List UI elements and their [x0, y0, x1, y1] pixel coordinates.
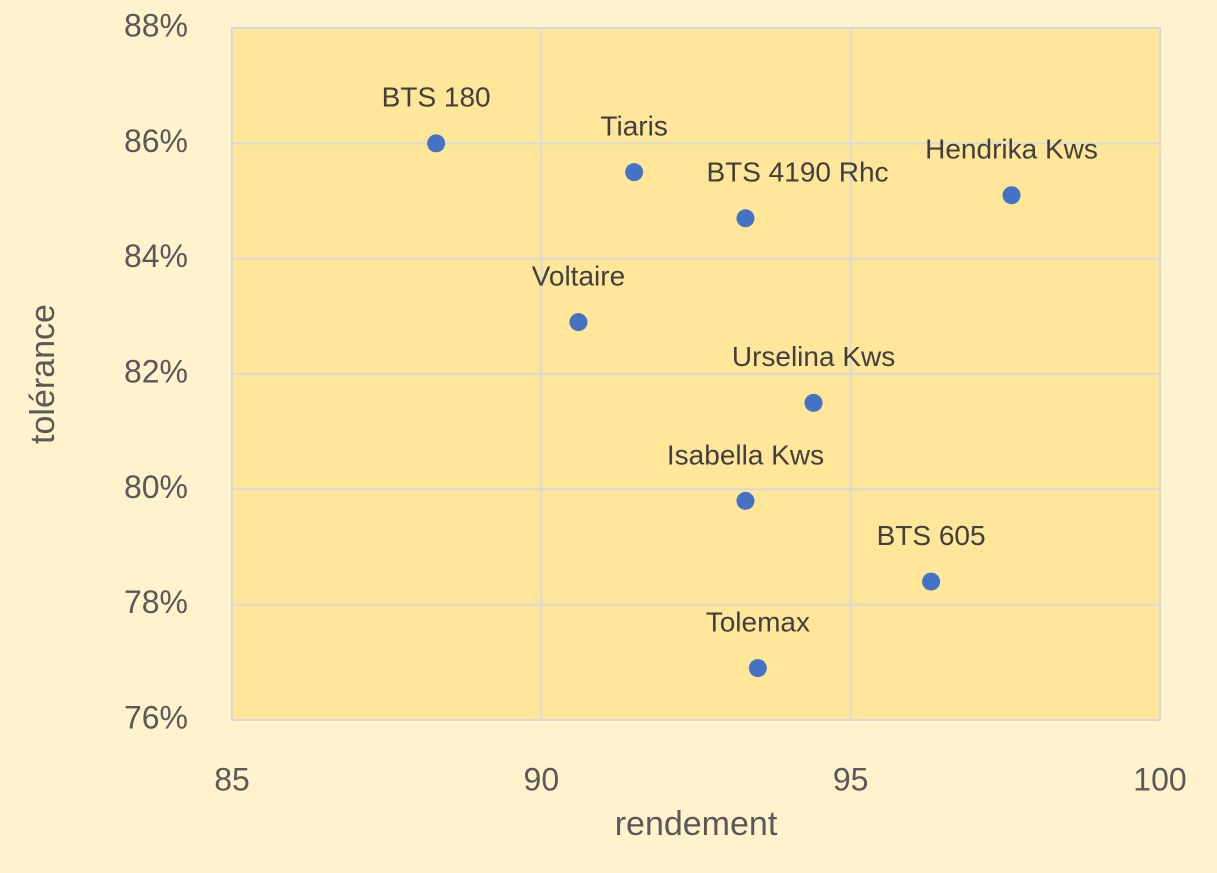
y-tick-label: 86%: [124, 123, 188, 159]
point: [625, 163, 644, 182]
y-tick-label: 76%: [124, 699, 188, 735]
y-tick-label: 88%: [124, 7, 188, 43]
point-label: Tiaris: [600, 111, 667, 142]
point: [569, 313, 588, 332]
x-axis-title: rendement: [615, 805, 778, 843]
point-label: Hendrika Kws: [925, 134, 1098, 165]
point-label: Tolemax: [706, 606, 810, 637]
point-label: BTS 605: [877, 520, 986, 551]
y-tick-label: 82%: [124, 353, 188, 389]
x-tick-label: 85: [214, 761, 250, 797]
point-label: Voltaire: [532, 260, 625, 291]
x-tick-label: 90: [524, 761, 560, 797]
point: [922, 572, 941, 591]
point: [427, 134, 446, 153]
point-label: Isabella Kws: [667, 439, 824, 470]
y-tick-label: 78%: [124, 584, 188, 620]
x-tick-label: 95: [833, 761, 869, 797]
point: [1002, 186, 1021, 205]
point: [748, 659, 767, 678]
point-label: BTS 4190 Rhc: [706, 157, 888, 188]
y-axis-title: tolérance: [24, 304, 62, 444]
point: [736, 491, 755, 510]
point: [736, 209, 755, 228]
x-tick-label: 100: [1133, 761, 1186, 797]
plot-border: [231, 27, 1161, 721]
y-tick-label: 80%: [124, 469, 188, 505]
point-label: Urselina Kws: [732, 341, 895, 372]
point: [804, 393, 823, 412]
point-label: BTS 180: [382, 82, 491, 113]
y-tick-label: 84%: [124, 238, 188, 274]
